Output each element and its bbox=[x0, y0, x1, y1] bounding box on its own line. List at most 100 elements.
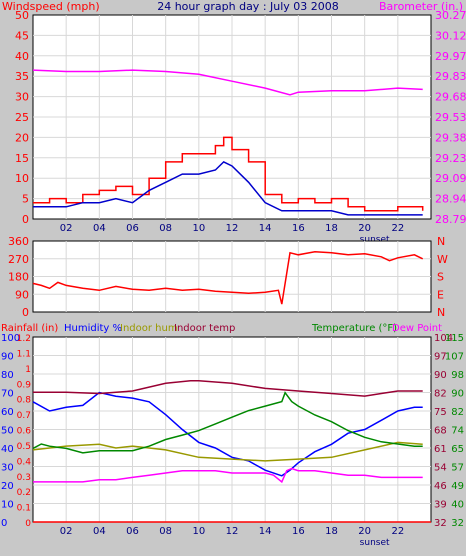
barometer-tick-label: 29.83 bbox=[435, 70, 466, 83]
x-tick-label: 08 bbox=[159, 223, 172, 234]
temperature-tick-label: 98 bbox=[451, 370, 464, 381]
humidity-tick-label: 50 bbox=[1, 426, 14, 437]
wind-tick-label: 0 bbox=[22, 213, 29, 226]
temperature-tick-label: 107 bbox=[445, 352, 464, 363]
x-tick-label: 02 bbox=[60, 223, 73, 234]
x-tick-label: 20 bbox=[358, 526, 371, 537]
wind-tick-label: 50 bbox=[15, 9, 29, 22]
barometer-axis-title: Barometer (in.) bbox=[379, 0, 463, 13]
rain-tick-label: 0.5 bbox=[17, 442, 31, 452]
rain-tick-label: 0.2 bbox=[17, 488, 31, 498]
rain-tick-label: 0.8 bbox=[17, 396, 32, 406]
rain-tick-label: 0 bbox=[25, 519, 31, 529]
rain-tick-label: 1.1 bbox=[17, 349, 31, 359]
x-tick-label: 16 bbox=[292, 526, 305, 537]
rain-tick-label: 0.3 bbox=[17, 473, 31, 483]
indoor-temp-tick-label: 75 bbox=[434, 407, 447, 418]
humidity-tick-label: 80 bbox=[1, 370, 14, 381]
barometer-tick-label: 29.53 bbox=[435, 111, 466, 124]
compass-label: S bbox=[437, 271, 444, 284]
humidity-tick-label: 90 bbox=[1, 352, 14, 363]
direction-line-0 bbox=[32, 251, 424, 305]
temperature-tick-label: 115 bbox=[445, 333, 464, 344]
temperature-tick-label: 49 bbox=[451, 481, 464, 492]
legend-entry: Indoor hum bbox=[120, 323, 178, 334]
chart-title: 24 hour graph day : July 03 2008 bbox=[157, 0, 339, 13]
x-tick-label: 16 bbox=[292, 223, 305, 234]
humidity-tick-label: 60 bbox=[1, 407, 14, 418]
rain-tick-label: 0.9 bbox=[17, 380, 32, 390]
indoor-temp-tick-label: 54 bbox=[434, 463, 447, 474]
panel3-series-line-4 bbox=[32, 391, 423, 454]
x-tick-label: 18 bbox=[325, 223, 338, 234]
wind-tick-label: 30 bbox=[15, 91, 29, 104]
x-tick-label: 08 bbox=[159, 526, 172, 537]
wind-tick-label: 20 bbox=[15, 131, 29, 144]
indoor-temp-tick-label: 82 bbox=[434, 389, 447, 400]
indoor-temp-tick-label: 46 bbox=[434, 481, 447, 492]
wind-axis-title: Windspeed (mph) bbox=[2, 0, 100, 13]
legend-entry: Temperature (°F) bbox=[311, 323, 397, 334]
temperature-tick-label: 32 bbox=[451, 518, 464, 529]
barometer-tick-label: 28.94 bbox=[435, 193, 466, 206]
direction-tick-label: 180 bbox=[8, 271, 29, 284]
wind-tick-label: 5 bbox=[22, 193, 29, 206]
x-tick-label: 02 bbox=[60, 526, 73, 537]
humidity-tick-label: 20 bbox=[1, 481, 14, 492]
indoor-temp-tick-label: 104 bbox=[434, 333, 453, 344]
x-tick-label: 22 bbox=[391, 223, 404, 234]
barometer-tick-label: 29.38 bbox=[435, 131, 466, 144]
humidity-tick-label: 100 bbox=[1, 333, 20, 344]
temperature-tick-label: 90 bbox=[451, 389, 464, 400]
x-tick-label: 06 bbox=[126, 223, 139, 234]
compass-label: E bbox=[437, 288, 444, 301]
direction-tick-label: 0 bbox=[22, 306, 29, 319]
barometer-tick-label: 28.79 bbox=[435, 213, 466, 226]
temperature-tick-label: 82 bbox=[451, 407, 464, 418]
wind-tick-label: 40 bbox=[15, 50, 29, 63]
x-tick-label: 14 bbox=[259, 526, 272, 537]
temperature-tick-label: 40 bbox=[451, 500, 464, 511]
humidity-tick-label: 0 bbox=[1, 518, 7, 529]
wind-tick-label: 25 bbox=[15, 111, 29, 124]
panel3-series-line-2 bbox=[32, 441, 423, 462]
rain-tick-label: 0.4 bbox=[17, 457, 32, 467]
x-tick-label: 04 bbox=[93, 526, 106, 537]
barometer-tick-label: 29.68 bbox=[435, 91, 466, 104]
x-tick-label: 10 bbox=[192, 526, 205, 537]
compass-label: N bbox=[437, 235, 445, 248]
rain-tick-label: 1.2 bbox=[17, 334, 31, 344]
barometer-tick-label: 30.12 bbox=[435, 29, 466, 42]
panel3-series-line-3 bbox=[33, 379, 423, 397]
rain-tick-label: 1 bbox=[25, 365, 31, 375]
wind-tick-label: 35 bbox=[15, 70, 29, 83]
legend-entry: Rainfall (in) bbox=[1, 323, 58, 334]
direction-tick-label: 360 bbox=[8, 235, 29, 248]
x-tick-label: 06 bbox=[126, 526, 139, 537]
wind-tick-label: 45 bbox=[15, 29, 29, 42]
legend-entry: Dew Point bbox=[392, 323, 442, 334]
indoor-temp-tick-label: 32 bbox=[434, 518, 447, 529]
x-tick-label: 12 bbox=[226, 526, 239, 537]
x-tick-label: 20 bbox=[358, 223, 371, 234]
temperature-tick-label: 57 bbox=[451, 463, 464, 474]
sunset-marker-label: sunset bbox=[360, 235, 390, 245]
indoor-temp-tick-label: 90 bbox=[434, 370, 447, 381]
x-tick-label: 04 bbox=[93, 223, 106, 234]
rain-tick-label: 0.7 bbox=[17, 411, 31, 421]
indoor-temp-tick-label: 97 bbox=[434, 352, 447, 363]
legend-entry: Indoor temp bbox=[174, 323, 235, 334]
legend-entry: Humidity % bbox=[64, 323, 122, 334]
humidity-tick-label: 70 bbox=[1, 389, 14, 400]
compass-label: W bbox=[437, 253, 448, 266]
barometer-tick-label: 29.23 bbox=[435, 152, 466, 165]
rain-tick-label: 0.1 bbox=[17, 504, 31, 514]
rain-tick-label: 0.6 bbox=[17, 427, 32, 437]
x-tick-label: 10 bbox=[192, 223, 205, 234]
x-tick-label: 12 bbox=[226, 223, 239, 234]
humidity-tick-label: 10 bbox=[1, 500, 14, 511]
compass-label: N bbox=[437, 306, 445, 319]
series-line-1 bbox=[33, 160, 423, 216]
panel3-series-line-5 bbox=[33, 467, 423, 484]
